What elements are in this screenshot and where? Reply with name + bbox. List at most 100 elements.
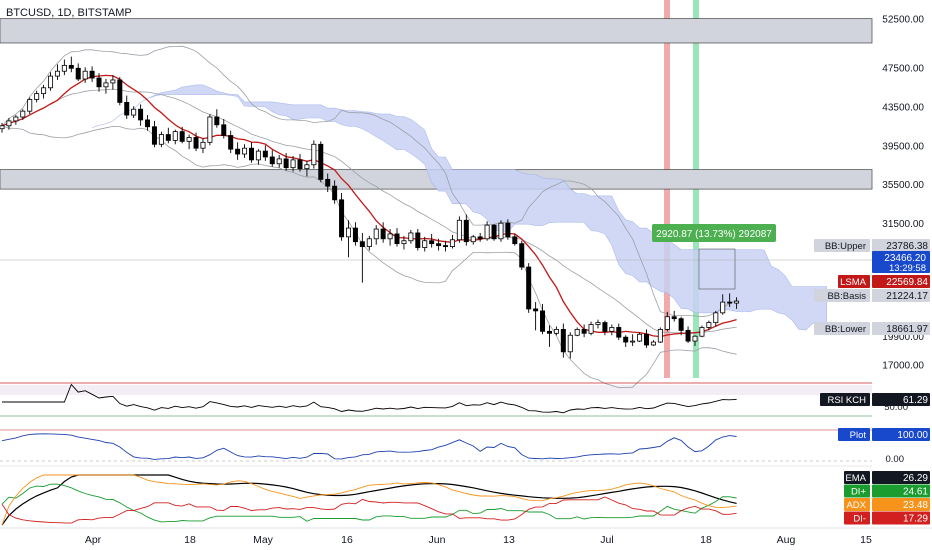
resistance-zone-1	[0, 18, 873, 44]
countdown-value: 13:29:58	[889, 263, 926, 274]
candle-body	[366, 238, 372, 247]
candle-body	[311, 143, 317, 166]
candle-body	[325, 178, 331, 187]
rsi-line	[2, 383, 737, 414]
candle-body	[200, 141, 206, 149]
price-tick-label: 19900.00	[882, 332, 924, 343]
candle-body	[498, 222, 504, 240]
candle-body	[207, 116, 213, 143]
dmi-3-value: 17.29	[903, 514, 928, 525]
time-tick-label: Jul	[600, 534, 613, 546]
candle-body	[664, 316, 670, 330]
price-tick-label: 52500.00	[882, 15, 924, 26]
bb-lower-value: 18661.97	[886, 324, 928, 335]
rsi-kch-label: RSI KCH	[827, 395, 866, 406]
dmi-1-label-bg	[844, 484, 870, 498]
candle-body	[255, 150, 261, 161]
candle-body	[304, 164, 310, 170]
ichimoku-cloud-layer	[92, 84, 828, 331]
candle-body	[82, 70, 88, 80]
price-tick-label: 43500.00	[882, 102, 924, 113]
candle-body	[436, 243, 442, 247]
lsma-line	[1, 74, 737, 338]
candle-body	[359, 241, 365, 247]
bb-lower-value-bg	[872, 322, 930, 335]
backgrounds	[0, 0, 873, 395]
dmi-3-value-bg	[872, 511, 930, 525]
candle-body	[546, 330, 552, 334]
candle-body	[734, 300, 740, 304]
osc-plot-value: 100.00	[897, 430, 928, 441]
candle-body	[318, 143, 324, 180]
candle-body	[117, 79, 123, 103]
candle-body	[623, 336, 629, 343]
bb-lower-label: BB:Lower	[825, 324, 866, 335]
candle-body	[616, 327, 622, 338]
candle-body	[20, 110, 26, 118]
bb-upper-line	[1, 45, 737, 318]
candle-body	[429, 240, 435, 245]
candle-body	[380, 228, 386, 240]
candle-body	[158, 134, 164, 145]
time-tick-label: 18	[184, 534, 196, 546]
candle-body	[685, 329, 691, 342]
axis-layer: 52500.00 47500.00 43500.00 39500.00 35500.00…	[85, 15, 925, 546]
candle-body	[89, 70, 95, 79]
bb-basis-value: 21224.17	[886, 291, 928, 302]
candle-body	[0, 125, 5, 130]
bb-basis-label: BB:Basis	[827, 291, 866, 302]
candles-layer	[0, 56, 740, 359]
dmi-2-label: ADX	[846, 500, 866, 511]
candle-body	[103, 82, 109, 88]
candle-body	[34, 93, 40, 100]
candle-body	[491, 224, 497, 240]
dmi-1-value-bg	[872, 484, 930, 498]
bb-upper-label: BB:Upper	[825, 241, 866, 252]
candle-body	[6, 120, 12, 127]
bb-upper-value-bg	[872, 239, 930, 252]
candle-body	[13, 116, 19, 122]
time-tick-label: Jun	[429, 534, 446, 546]
candle-body	[151, 126, 157, 145]
bb-lower-label-bg	[814, 322, 870, 335]
candle-body	[540, 310, 546, 332]
candle-body	[456, 219, 462, 241]
dmi-3-label: DI-	[853, 514, 866, 525]
candle-body	[75, 67, 81, 80]
measure-box	[698, 248, 736, 290]
candle-body	[706, 322, 712, 328]
candle-body	[248, 147, 254, 161]
bb-upper-label-bg	[814, 239, 870, 252]
candle-body	[276, 158, 282, 165]
candle-body	[678, 318, 684, 331]
candle-body	[657, 328, 663, 343]
candle-body	[595, 322, 601, 325]
candle-body	[588, 324, 594, 334]
candle-body	[401, 240, 407, 245]
candle-body	[463, 219, 469, 243]
candle-body	[131, 108, 137, 116]
bb-upper-value: 23786.38	[886, 241, 928, 252]
candle-body	[373, 228, 379, 240]
dmi-0-label: EMA	[845, 473, 866, 484]
osc-plot-label: Plot	[850, 430, 867, 441]
candle-body	[352, 227, 358, 243]
candle-body	[332, 185, 338, 201]
di-plus-line	[1, 483, 737, 523]
dmi-2-label-bg	[844, 498, 870, 511]
di-minus-line	[1, 496, 737, 524]
dmi-1-label: DI+	[851, 487, 867, 498]
lsma-value: 22569.84	[886, 277, 928, 288]
candle-body	[110, 79, 116, 84]
price-tick-label: 39500.00	[882, 141, 924, 152]
dmi-0-value-bg	[872, 471, 930, 484]
candle-body	[214, 116, 220, 126]
dmi-1-value: 24.61	[903, 487, 928, 498]
rsi-kch-value: 61.29	[903, 395, 928, 406]
candle-body	[124, 101, 130, 116]
candle-body	[68, 64, 74, 69]
candle-body	[519, 243, 525, 268]
time-tick-label: Apr	[85, 534, 102, 546]
measure-label-bg	[652, 224, 776, 242]
